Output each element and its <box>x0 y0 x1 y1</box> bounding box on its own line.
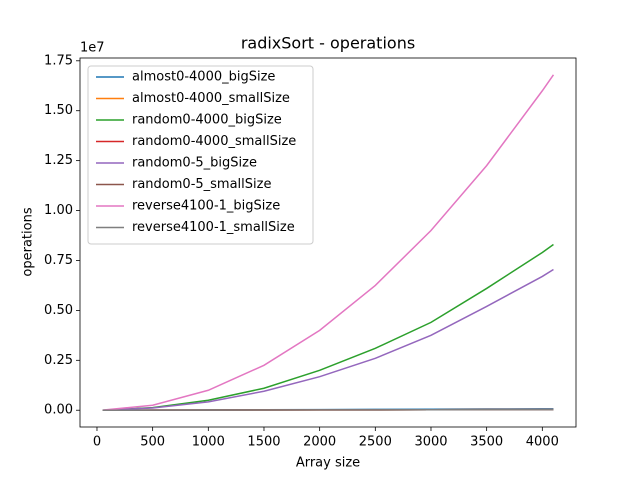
legend-label: random0-4000_smallSize <box>132 134 296 149</box>
series-line <box>102 243 554 411</box>
x-tick-label: 3500 <box>470 435 503 450</box>
x-tick-label: 2500 <box>359 435 392 450</box>
legend-label: random0-5_smallSize <box>132 177 271 192</box>
x-axis-label: Array size <box>296 456 360 471</box>
legend-label: random0-5_bigSize <box>132 156 257 171</box>
chart-title: radixSort - operations <box>241 34 415 53</box>
legend-label: random0-4000_bigSize <box>132 113 282 128</box>
y-tick-label: 0.50 <box>44 303 73 318</box>
y-tick-label: 1.25 <box>44 153 73 168</box>
y-tick-label: 1.75 <box>44 53 73 68</box>
y-tick-label: 1.50 <box>44 103 73 118</box>
plot-frame <box>79 57 577 428</box>
x-tick-label: 0 <box>93 435 101 450</box>
legend-label: almost0-4000_smallSize <box>132 91 290 106</box>
x-tick-label: 4000 <box>526 435 559 450</box>
legend-box <box>87 65 314 245</box>
legend-label: reverse4100-1_smallSize <box>132 220 295 235</box>
y-offset-label: 1e7 <box>80 41 105 56</box>
x-tick-label: 1500 <box>247 435 280 450</box>
series-line <box>102 408 554 411</box>
y-tick-label: 0.75 <box>44 253 73 268</box>
y-tick-label: 0.00 <box>44 403 73 418</box>
legend-label: reverse4100-1_bigSize <box>132 199 280 214</box>
y-axis-label: operations <box>21 207 36 276</box>
x-tick-label: 500 <box>140 435 165 450</box>
x-tick-label: 3000 <box>414 435 447 450</box>
series-line <box>102 268 554 411</box>
y-tick-label: 1.00 <box>44 203 73 218</box>
x-tick-label: 2000 <box>303 435 336 450</box>
x-tick-label: 1000 <box>192 435 225 450</box>
legend-label: almost0-4000_bigSize <box>132 70 275 85</box>
series-line <box>102 74 555 411</box>
y-tick-label: 0.25 <box>44 353 73 368</box>
